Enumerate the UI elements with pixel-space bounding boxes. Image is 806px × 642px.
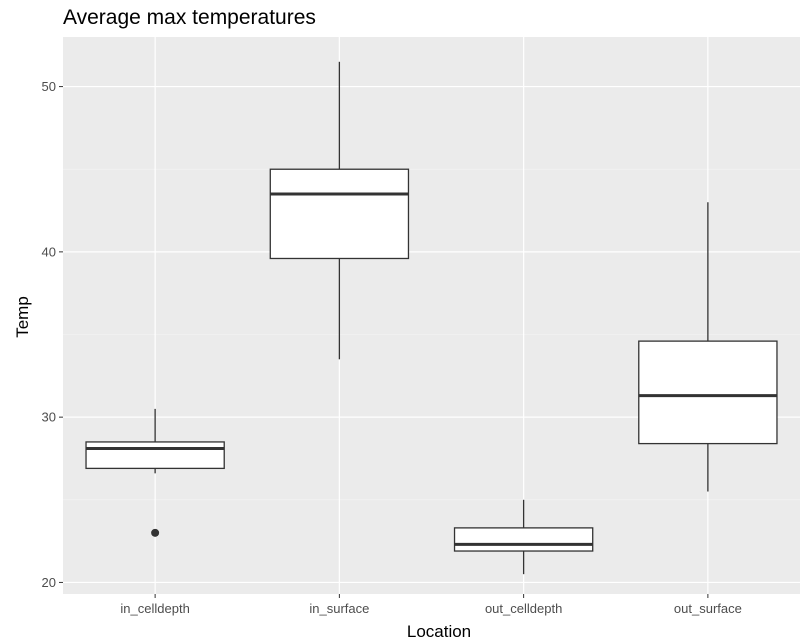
box-in_surface	[269, 61, 410, 360]
y-axis-title: Temp	[13, 296, 32, 338]
y-tick-label: 40	[42, 244, 56, 259]
y-tick-label: 20	[42, 575, 56, 590]
y-tick-label: 50	[42, 79, 56, 94]
x-axis-title: Location	[407, 622, 471, 641]
x-tick-label: out_celldepth	[485, 601, 562, 616]
x-tick-label: in_celldepth	[120, 601, 189, 616]
y-tick-label: 30	[42, 410, 56, 425]
box-out_celldepth	[453, 499, 594, 575]
box-body	[638, 340, 778, 445]
x-tick-label: out_surface	[674, 601, 742, 616]
x-tick-label: in_surface	[309, 601, 369, 616]
grid-minor	[63, 168, 800, 501]
chart-title: Average max temperatures	[63, 6, 316, 29]
box-out_surface	[638, 202, 778, 492]
outlier-point	[151, 528, 160, 537]
box-body	[453, 527, 594, 552]
boxes-layer	[85, 61, 778, 575]
box-body	[269, 168, 410, 260]
plot-panel	[63, 37, 800, 594]
y-axis: 20 30 40 50	[42, 79, 63, 590]
box-in_celldepth	[85, 408, 225, 537]
box-body	[85, 441, 225, 470]
x-axis: in_celldepth in_surface out_celldepth out_s…	[120, 594, 742, 616]
